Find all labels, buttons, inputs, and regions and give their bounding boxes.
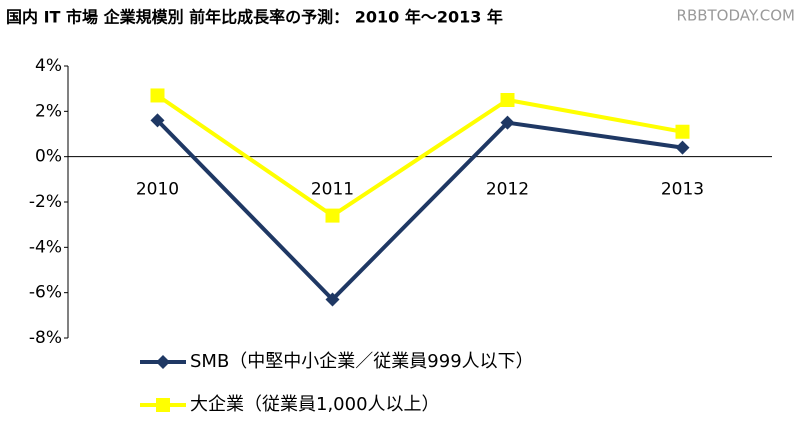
series-line (156, 93, 683, 218)
data-point (500, 93, 515, 107)
data-point (675, 140, 690, 155)
x-tick-label: 2013 (661, 180, 704, 200)
legend-label: SMB（中堅中小企業／従業員999人以下） (190, 351, 534, 372)
y-tick-label: -6% (29, 283, 62, 303)
x-tick-label: 2012 (486, 180, 529, 200)
series-line (156, 119, 683, 302)
legend-label: 大企業（従業員1,000人以上） (190, 394, 440, 415)
y-tick-label: 2% (35, 101, 62, 121)
legend-marker (156, 355, 170, 369)
data-point (150, 113, 165, 128)
data-point (325, 292, 340, 307)
chart-title: 国内 IT 市場 企業規模別 前年比成長率の予測： 2010 年～2013 年 (6, 8, 503, 27)
y-tick-label: 4% (35, 56, 62, 76)
data-point (325, 208, 340, 223)
x-tick-label: 2010 (136, 180, 179, 200)
data-point (500, 115, 515, 130)
data-point (150, 88, 165, 103)
y-tick-label: -2% (29, 192, 62, 212)
y-tick-label: -8% (29, 328, 62, 348)
x-tick-label: 2011 (311, 180, 354, 200)
watermark: RBBTODAY.COM (677, 7, 795, 25)
y-tick-label: 0% (35, 147, 62, 167)
legend-marker (156, 398, 170, 412)
data-point (675, 124, 690, 139)
y-tick-label: -4% (29, 237, 62, 257)
